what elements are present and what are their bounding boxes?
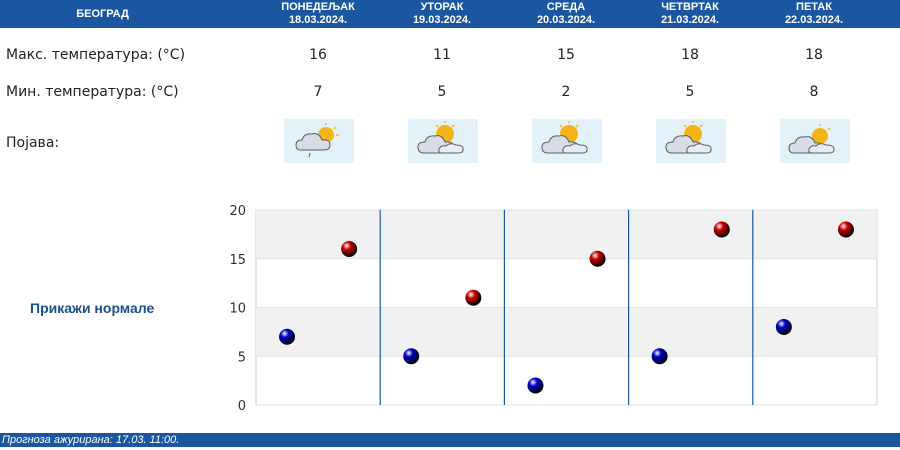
phenomenon-label: Појава:: [6, 135, 60, 151]
min-temp-point: [651, 348, 668, 365]
min-temp-label: Мин. температура: (°C): [6, 84, 179, 100]
y-tick-label: 15: [229, 253, 246, 268]
day-header-5: ПЕТАК 22.03.2024.: [752, 0, 876, 28]
day-name: СРЕДА: [546, 1, 586, 13]
day-header-1: ПОНЕДЕЉАК 18.03.2024.: [256, 0, 380, 28]
day-date: 22.03.2024.: [784, 14, 844, 26]
min-temp-point: [775, 319, 792, 335]
min-temp-point: [279, 328, 296, 345]
min-temp-value: 7: [313, 84, 323, 100]
partly-cloudy-icon: [656, 119, 726, 163]
max-temp-label: Макс. температура: (°C): [6, 47, 186, 63]
show-normals-link[interactable]: Прикажи нормале: [30, 300, 155, 316]
day-date: 19.03.2024.: [412, 14, 472, 26]
max-temp-point: [837, 221, 854, 238]
max-temp-value: 18: [681, 47, 699, 63]
grid-band: [256, 210, 877, 259]
min-temp-point: [403, 348, 420, 365]
day-date: 21.03.2024.: [660, 14, 720, 26]
footer-bar: Прогноза ажурирана: 17.03. 11:00.: [0, 433, 900, 447]
day-header-3: СРЕДА 20.03.2024.: [504, 0, 628, 28]
forecast-updated-text: Прогноза ажурирана: 17.03. 11:00.: [2, 434, 180, 446]
min-temp-point: [527, 377, 544, 394]
day-header-4: ЧЕТВРТАК 21.03.2024.: [628, 0, 752, 28]
day-name: ЧЕТВРТАК: [661, 1, 719, 13]
y-tick-label: 20: [229, 204, 246, 219]
partly-cloudy-icon: [780, 119, 850, 163]
y-tick-label: 0: [238, 399, 246, 414]
header-bar: [0, 0, 900, 28]
partly-cloudy-icon: [408, 119, 478, 163]
max-temp-point: [713, 221, 730, 238]
day-name: УТОРАК: [420, 1, 464, 13]
max-temp-point: [465, 289, 482, 306]
min-temp-value: 8: [809, 84, 819, 100]
y-tick-label: 10: [229, 302, 246, 317]
day-date: 18.03.2024.: [288, 14, 348, 26]
max-temp-value: 11: [433, 47, 451, 63]
day-header-2: УТОРАК 19.03.2024.: [380, 0, 504, 28]
grid-band: [256, 307, 877, 357]
max-temp-value: 16: [309, 47, 327, 63]
min-temp-value: 5: [685, 84, 695, 100]
day-date: 20.03.2024.: [536, 14, 596, 26]
partly-cloudy-icon: [532, 119, 602, 163]
max-temp-point: [589, 250, 606, 267]
min-temp-value: 5: [437, 84, 447, 100]
city-name: БЕОГРАД: [76, 8, 129, 20]
min-temp-value: 2: [561, 84, 571, 100]
max-temp-value: 15: [557, 47, 575, 63]
y-tick-label: 5: [238, 350, 246, 365]
partly-cloudy-drizzle-icon: [284, 119, 354, 163]
max-temp-point: [341, 241, 358, 257]
day-name: ПОНЕДЕЉАК: [281, 1, 355, 13]
day-name: ПЕТАК: [796, 1, 832, 13]
max-temp-value: 18: [805, 47, 823, 63]
